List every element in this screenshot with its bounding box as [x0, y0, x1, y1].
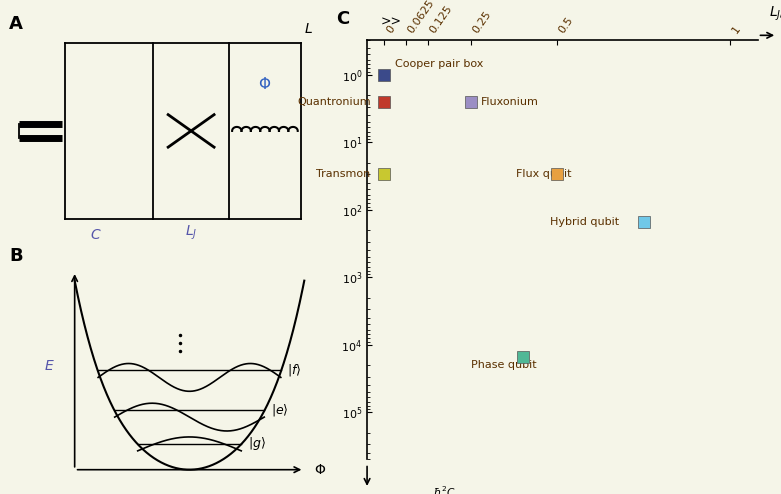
Text: $|f\rangle$: $|f\rangle$ — [287, 363, 301, 378]
Text: Fluxonium: Fluxonium — [481, 97, 539, 107]
Text: Cooper pair box: Cooper pair box — [394, 59, 483, 69]
Text: $|e\rangle$: $|e\rangle$ — [271, 402, 288, 418]
Text: $L_J/L$: $L_J/L$ — [769, 5, 781, 24]
Text: B: B — [9, 247, 23, 265]
Text: C: C — [336, 10, 349, 28]
Text: $E$: $E$ — [45, 360, 55, 373]
Text: $\Phi$: $\Phi$ — [259, 76, 272, 92]
Text: Transmon: Transmon — [316, 169, 370, 179]
Text: Flux qubit: Flux qubit — [515, 169, 571, 179]
Text: $L$: $L$ — [305, 22, 313, 36]
Text: $\frac{\hbar^2 C}{2e^4 L_J}$: $\frac{\hbar^2 C}{2e^4 L_J}$ — [430, 485, 460, 494]
Text: $C$: $C$ — [90, 228, 102, 243]
Text: Hybrid qubit: Hybrid qubit — [551, 217, 619, 227]
Text: $|g\rangle$: $|g\rangle$ — [248, 435, 266, 453]
Text: Phase qubit: Phase qubit — [471, 360, 537, 370]
Text: $L_J$: $L_J$ — [185, 224, 198, 243]
Text: $\Phi$: $\Phi$ — [314, 463, 326, 477]
Text: Quantronium: Quantronium — [297, 97, 370, 107]
Text: A: A — [9, 15, 23, 33]
Text: >>: >> — [381, 16, 401, 29]
